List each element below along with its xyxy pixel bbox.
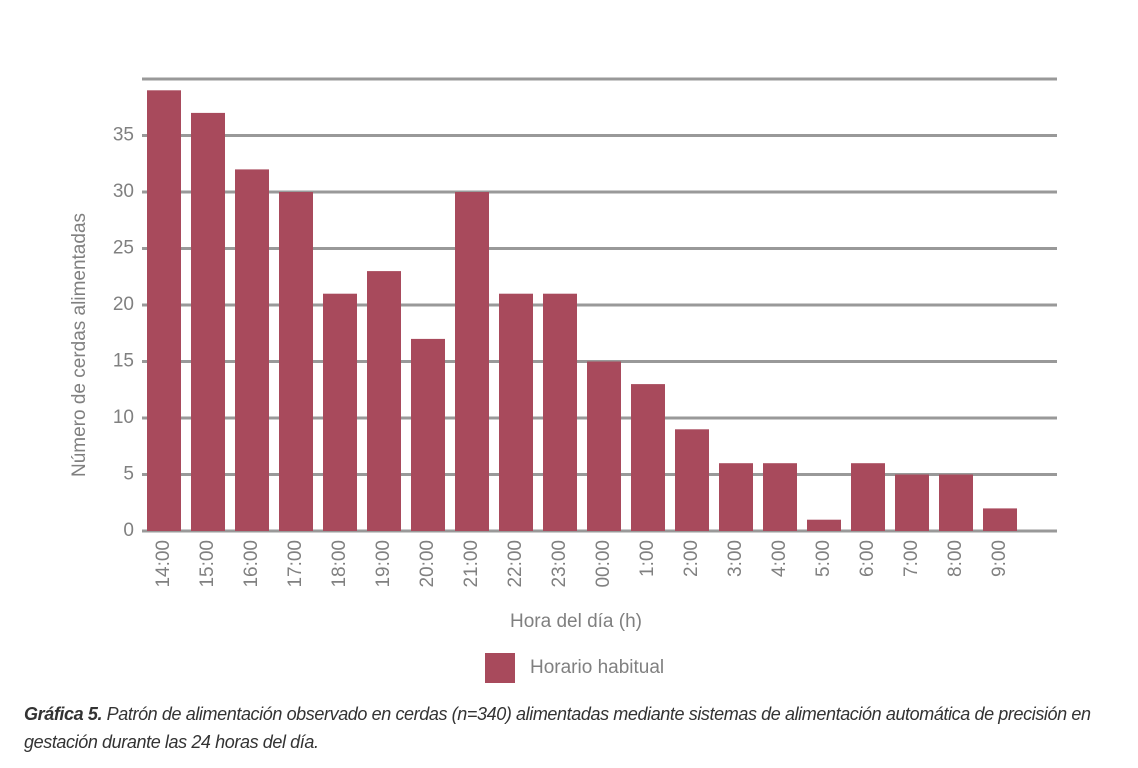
y-tick-label: 15: [113, 351, 134, 372]
y-tick-label: 30: [113, 181, 134, 202]
x-tick-label: 16:00: [241, 540, 262, 588]
x-tick-label: 14:00: [153, 540, 174, 588]
y-axis-title: Número de cerdas alimentadas: [69, 213, 90, 477]
bar: [455, 192, 489, 531]
bar: [587, 361, 621, 531]
x-tick-label: 17:00: [285, 540, 306, 588]
y-tick-label: 35: [113, 125, 134, 146]
x-tick-label: 6:00: [857, 540, 878, 577]
y-tick-label: 25: [113, 238, 134, 259]
chart: Hora del día (h) Número de cerdas alimen…: [69, 77, 1057, 683]
bar: [763, 463, 797, 531]
bar: [235, 169, 269, 531]
bar: [323, 293, 357, 531]
x-tick-label: 19:00: [373, 540, 394, 588]
x-axis-title: Hora del día (h): [510, 611, 642, 632]
x-tick-label: 23:00: [549, 540, 570, 588]
bar: [895, 474, 929, 531]
x-tick-label: 7:00: [901, 540, 922, 577]
x-tick-label: 3:00: [725, 540, 746, 577]
x-tick-label: 22:00: [505, 540, 526, 588]
x-tick-label: 2:00: [681, 540, 702, 577]
bar: [499, 293, 533, 531]
x-tick-label: 18:00: [329, 540, 350, 588]
x-tick-label: 5:00: [813, 540, 834, 577]
x-tick-label: 1:00: [637, 540, 658, 577]
y-tick-label: 0: [123, 520, 134, 541]
x-tick-label: 21:00: [461, 540, 482, 588]
caption-label: Gráfica 5.: [24, 704, 103, 724]
legend-swatch: [485, 653, 515, 683]
y-tick-label: 5: [123, 464, 134, 485]
bar: [675, 429, 709, 531]
x-tick-label: 15:00: [197, 540, 218, 588]
bar: [191, 112, 225, 532]
y-tick-label: 10: [113, 407, 134, 428]
x-tick-label: 4:00: [769, 540, 790, 577]
bar: [631, 384, 665, 531]
x-tick-label: 9:00: [989, 540, 1010, 577]
x-tick-label: 20:00: [417, 540, 438, 588]
bar: [543, 293, 577, 531]
bar: [411, 338, 445, 531]
bar: [279, 192, 313, 531]
caption: Gráfica 5. Patrón de alimentación observ…: [24, 700, 1124, 756]
bar: [939, 474, 973, 531]
x-tick-label: 00:00: [593, 540, 614, 588]
bar: [851, 463, 885, 531]
caption-text: Patrón de alimentación observado en cerd…: [24, 704, 1091, 752]
legend-label: Horario habitual: [530, 657, 664, 678]
bar: [147, 90, 181, 532]
x-tick-label: 8:00: [945, 540, 966, 577]
bar: [983, 508, 1017, 531]
y-tick-label: 20: [113, 294, 134, 315]
bar: [807, 519, 841, 531]
bar: [367, 271, 401, 531]
bar: [719, 463, 753, 531]
